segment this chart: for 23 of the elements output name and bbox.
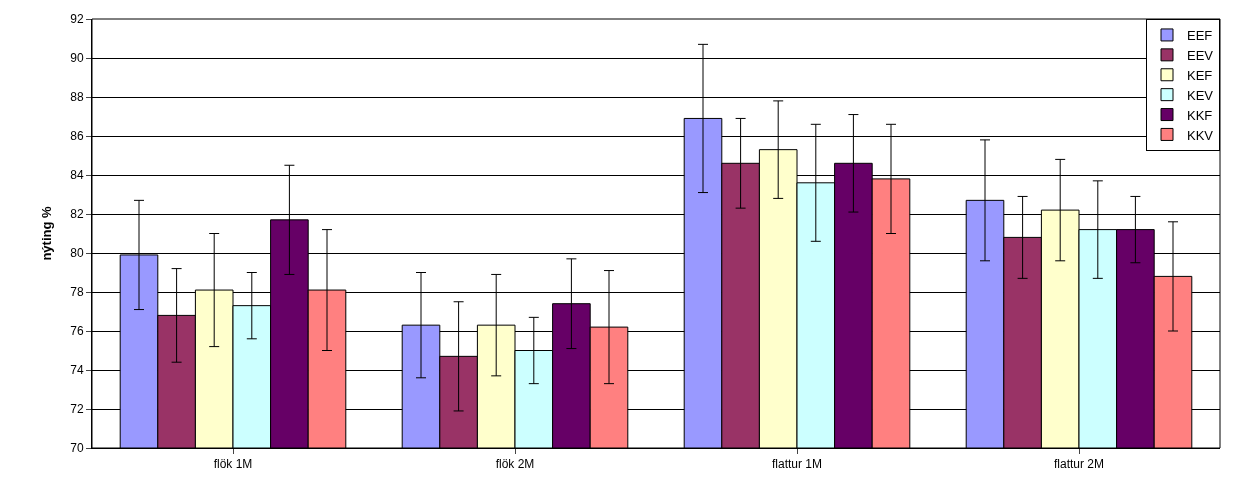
y-axis-title: nýting % [39,205,55,261]
y-tick-label: 82 [70,207,84,222]
legend-label: KKF [1187,107,1213,123]
legend-label: EEV [1187,47,1214,63]
y-tick-label: 86 [70,129,84,144]
y-tick-label: 92 [70,12,84,27]
y-tick-label: 70 [70,441,84,456]
y-tick-label: 88 [70,90,84,105]
y-tick-label: 80 [70,246,84,261]
legend-label: KEF [1187,67,1213,83]
y-tick-label: 72 [70,402,84,417]
y-tick-label: 78 [70,285,84,300]
x-tick-label: flök 1M [213,457,253,472]
y-tick-label: 74 [70,363,84,378]
y-tick-label: 76 [70,324,84,339]
legend-label: KEV [1187,87,1214,103]
x-tick-label: flattur 2M [1053,457,1105,472]
legend-label: EEF [1187,28,1213,44]
x-tick-label: flök 2M [495,457,535,472]
y-tick-label: 84 [70,168,84,183]
x-tick-label: flattur 1M [771,457,823,472]
legend-label: KKV [1187,127,1214,143]
y-tick-label: 90 [70,51,84,66]
